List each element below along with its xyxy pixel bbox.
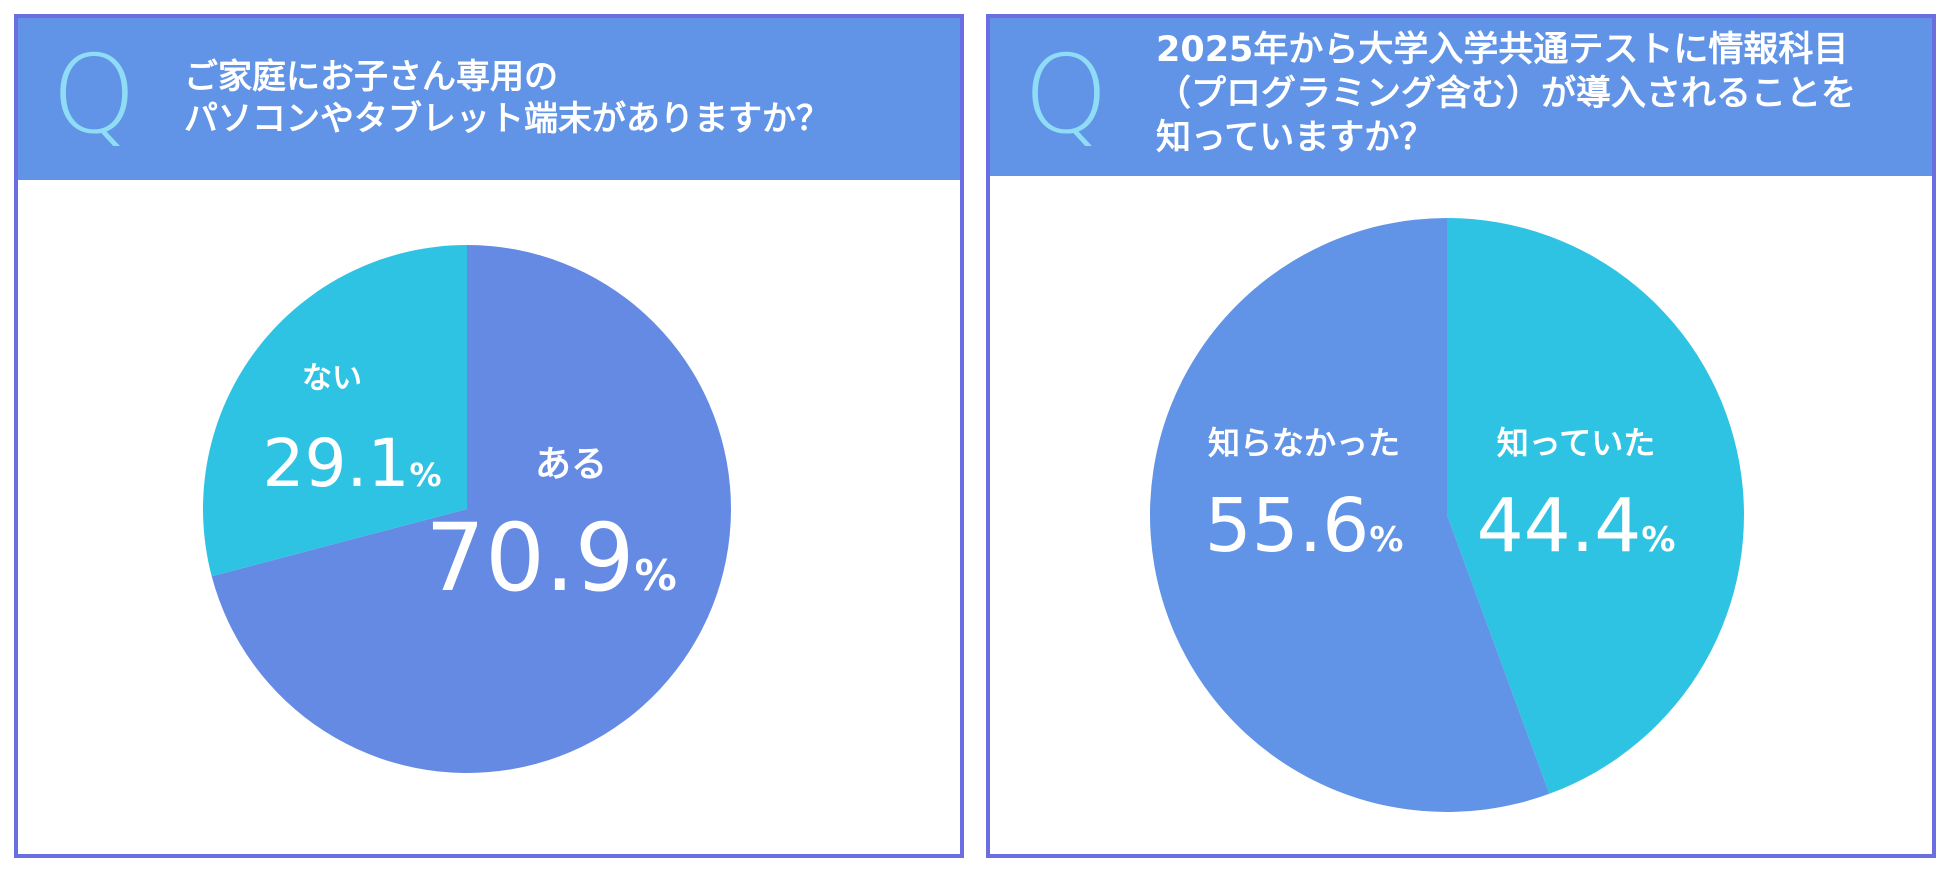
slice-value: 70.9% <box>425 504 676 613</box>
question-header: Q 2025年から大学入学共通テストに情報科目 （プログラミング含む）が導入され… <box>990 18 1932 176</box>
slice-label: ない <box>302 361 362 396</box>
slice-value-unit: % <box>1369 520 1403 560</box>
question-line: 知っていますか？ <box>1156 118 1435 158</box>
slice-value: 29.1% <box>262 425 441 502</box>
slice-label: 知らなかった <box>1208 424 1400 462</box>
question-text: ご家庭にお子さん専用の パソコンやタブレット端末がありますか？ <box>184 56 830 140</box>
slice-label: 知っていた <box>1497 424 1655 462</box>
pie-slice <box>1447 218 1744 794</box>
slice-value-number: 29.1 <box>262 425 409 502</box>
pie-slice <box>211 245 731 773</box>
slice-value-number: 55.6 <box>1205 483 1370 569</box>
slice-value-unit: % <box>635 551 677 600</box>
q-mark: Q <box>1023 33 1109 158</box>
survey-panel-exam: Q 2025年から大学入学共通テストに情報科目 （プログラミング含む）が導入され… <box>986 14 1936 858</box>
survey-panel-device: Q ご家庭にお子さん専用の パソコンやタブレット端末がありますか？ ある 70.9… <box>14 14 964 858</box>
question-line: ご家庭にお子さん専用の <box>184 57 558 97</box>
question-text: 2025年から大学入学共通テストに情報科目 （プログラミング含む）が導入されるこ… <box>1156 28 1856 160</box>
question-line: （プログラミング含む）が導入されることを <box>1156 74 1857 114</box>
pie-slice <box>202 245 467 577</box>
slice-label: ある <box>535 444 607 485</box>
q-mark: Q <box>51 33 137 158</box>
pie-chart: ある 70.9% ない 29.1% <box>202 245 731 773</box>
slice-value: 44.4% <box>1477 483 1676 569</box>
slice-value: 55.6% <box>1205 483 1404 569</box>
question-line: 2025年から大学入学共通テストに情報科目 <box>1156 30 1849 70</box>
pie-slice <box>1149 218 1550 812</box>
slice-value-number: 70.9 <box>425 504 634 613</box>
pie-chart: 知っていた 44.4% 知らなかった 55.6% <box>1149 218 1744 812</box>
question-header: Q ご家庭にお子さん専用の パソコンやタブレット端末がありますか？ <box>18 18 960 180</box>
slice-value-unit: % <box>1641 520 1675 560</box>
question-line: パソコンやタブレット端末がありますか？ <box>184 99 830 139</box>
slice-value-unit: % <box>409 456 441 494</box>
slice-value-number: 44.4 <box>1477 483 1642 569</box>
